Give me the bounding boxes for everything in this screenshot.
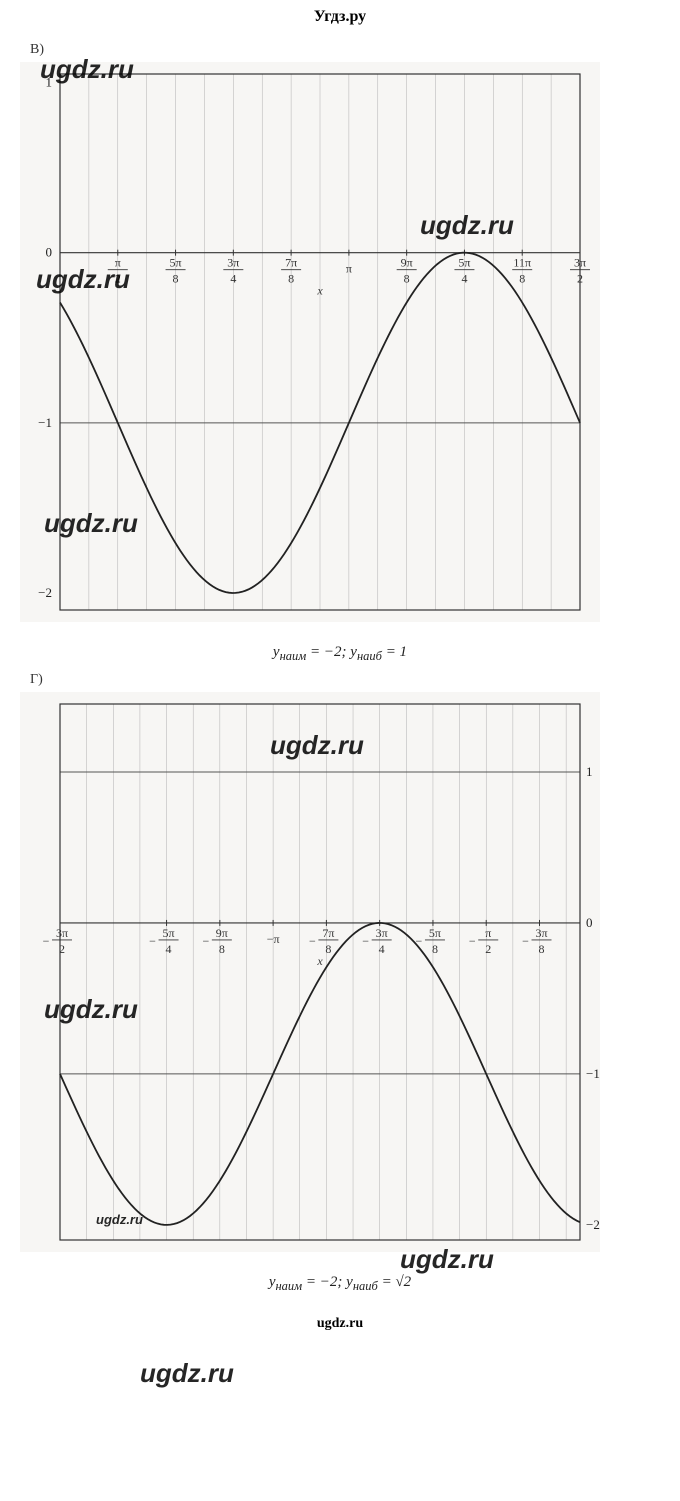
svg-text:4: 4 <box>166 942 172 956</box>
svg-text:5π: 5π <box>429 926 441 940</box>
svg-text:−π: −π <box>267 932 280 946</box>
svg-text:9π: 9π <box>216 926 228 940</box>
svg-text:2: 2 <box>577 272 583 286</box>
svg-text:8: 8 <box>173 272 179 286</box>
svg-text:11π: 11π <box>513 256 531 270</box>
watermark: ugdz.ru <box>140 1358 234 1389</box>
svg-text:−: − <box>309 934 316 948</box>
svg-text:4: 4 <box>461 272 467 286</box>
svg-text:−1: −1 <box>38 415 52 430</box>
chart-v: 0 −1 −2 1 π 2 5π 8 3π 4 7π 8 π 9π 8 5π 4 11π 8 3π 2 x <box>20 62 600 622</box>
svg-text:7π: 7π <box>285 256 297 270</box>
svg-text:8: 8 <box>539 942 545 956</box>
svg-text:3π: 3π <box>56 926 68 940</box>
svg-text:2: 2 <box>59 942 65 956</box>
svg-text:8: 8 <box>404 272 410 286</box>
svg-text:2: 2 <box>485 942 491 956</box>
svg-text:7π: 7π <box>322 926 334 940</box>
svg-text:0: 0 <box>586 915 593 930</box>
caption-g-text: yнаим = −2; yнаиб = √2 <box>269 1274 411 1290</box>
svg-text:π: π <box>115 256 121 270</box>
svg-text:5π: 5π <box>163 926 175 940</box>
svg-text:−: − <box>43 934 50 948</box>
svg-text:8: 8 <box>325 942 331 956</box>
svg-text:2: 2 <box>115 272 121 286</box>
site-header: Угдз.ру <box>0 0 680 38</box>
caption-v: yнаим = −2; yнаиб = 1 <box>0 632 680 668</box>
svg-text:3π: 3π <box>574 256 586 270</box>
svg-text:π: π <box>485 926 491 940</box>
svg-text:−: − <box>202 934 209 948</box>
svg-text:8: 8 <box>288 272 294 286</box>
svg-text:8: 8 <box>219 942 225 956</box>
svg-text:x: x <box>316 284 323 298</box>
chart-g: 0−1−21−3π2−5π4−9π8−π−7π8−3π4−5π8−π2−3π8x <box>20 692 600 1252</box>
svg-text:−2: −2 <box>586 1217 600 1232</box>
svg-text:x: x <box>316 954 323 968</box>
section-label-g: Г) <box>0 668 680 692</box>
svg-text:1: 1 <box>46 75 53 90</box>
svg-text:−2: −2 <box>38 585 52 600</box>
svg-text:−: − <box>149 934 156 948</box>
svg-text:4: 4 <box>230 272 236 286</box>
svg-text:5π: 5π <box>170 256 182 270</box>
svg-text:3π: 3π <box>227 256 239 270</box>
svg-text:8: 8 <box>432 942 438 956</box>
section-label-v: В) <box>0 38 680 62</box>
svg-text:−: − <box>362 934 369 948</box>
svg-text:−: − <box>469 934 476 948</box>
svg-text:π: π <box>346 262 352 276</box>
site-footer: ugdz.ru <box>0 1298 680 1342</box>
caption-g: yнаим = −2; yнаиб = √2 <box>0 1262 680 1298</box>
svg-text:4: 4 <box>379 942 385 956</box>
caption-v-text: yнаим = −2; yнаиб = 1 <box>273 644 407 660</box>
svg-text:5π: 5π <box>458 256 470 270</box>
svg-text:9π: 9π <box>401 256 413 270</box>
svg-text:8: 8 <box>519 272 525 286</box>
svg-text:0: 0 <box>46 245 53 260</box>
chart-v-wrap: 0 −1 −2 1 π 2 5π 8 3π 4 7π 8 π 9π 8 5π 4 11π 8 3π 2 x <box>20 62 660 622</box>
svg-text:3π: 3π <box>535 926 547 940</box>
svg-text:−: − <box>522 934 529 948</box>
svg-text:−1: −1 <box>586 1066 600 1081</box>
chart-g-wrap: 0−1−21−3π2−5π4−9π8−π−7π8−3π4−5π8−π2−3π8x <box>20 692 660 1252</box>
svg-text:1: 1 <box>586 764 593 779</box>
svg-text:3π: 3π <box>376 926 388 940</box>
